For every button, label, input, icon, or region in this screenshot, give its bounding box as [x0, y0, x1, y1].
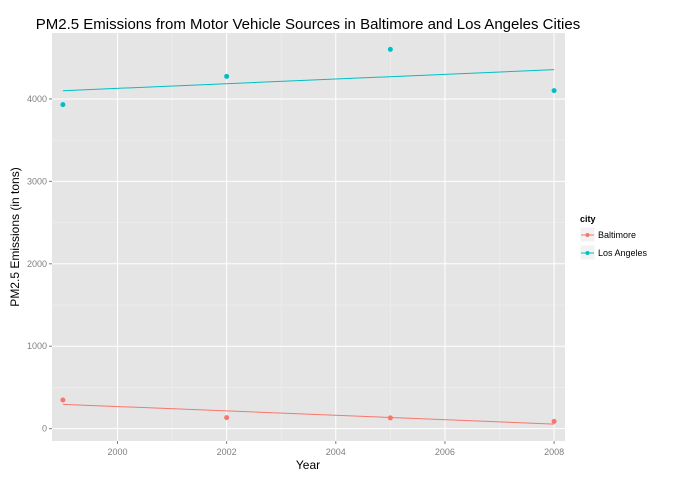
x-tick-label: 2000	[107, 447, 127, 457]
x-tick-label: 2006	[435, 447, 455, 457]
y-tick-label: 1000	[27, 341, 47, 351]
data-point	[387, 415, 393, 421]
data-point	[224, 415, 230, 421]
data-point	[224, 73, 230, 79]
minor-grid	[52, 33, 565, 441]
legend-label: Baltimore	[598, 230, 636, 240]
x-axis-label: Year	[296, 458, 320, 472]
y-tick-label: 0	[42, 424, 47, 434]
x-axis: 2000 2002 2004 2006 2008	[107, 441, 564, 457]
data-points	[60, 46, 557, 424]
chart-title: PM2.5 Emissions from Motor Vehicle Sourc…	[36, 16, 580, 33]
legend-item: Los Angeles	[579, 244, 648, 261]
legend-key-point	[585, 233, 590, 237]
trend-line	[62, 403, 555, 425]
y-axis-label: PM2.5 Emissions (in tons)	[8, 167, 22, 306]
trend-lines	[62, 69, 555, 425]
legend: city Baltimore Los Angeles	[579, 214, 648, 261]
legend-title: city	[580, 214, 596, 224]
x-tick-label: 2004	[326, 447, 346, 457]
data-point	[60, 102, 66, 108]
y-tick-label: 4000	[27, 94, 47, 104]
data-point	[387, 46, 393, 52]
legend-label: Los Angeles	[598, 248, 648, 258]
x-tick-label: 2008	[544, 447, 564, 457]
data-point	[551, 418, 557, 424]
y-tick-label: 3000	[27, 176, 47, 186]
plot-panel	[52, 33, 565, 441]
data-point	[60, 397, 66, 403]
legend-key-point	[585, 251, 590, 255]
trend-line	[62, 69, 555, 92]
y-tick-label: 2000	[27, 259, 47, 269]
legend-item: Baltimore	[579, 226, 636, 243]
major-grid	[52, 33, 565, 441]
y-axis: 0 1000 2000 3000 4000	[27, 94, 52, 434]
data-point	[551, 88, 557, 94]
x-tick-label: 2002	[217, 447, 237, 457]
